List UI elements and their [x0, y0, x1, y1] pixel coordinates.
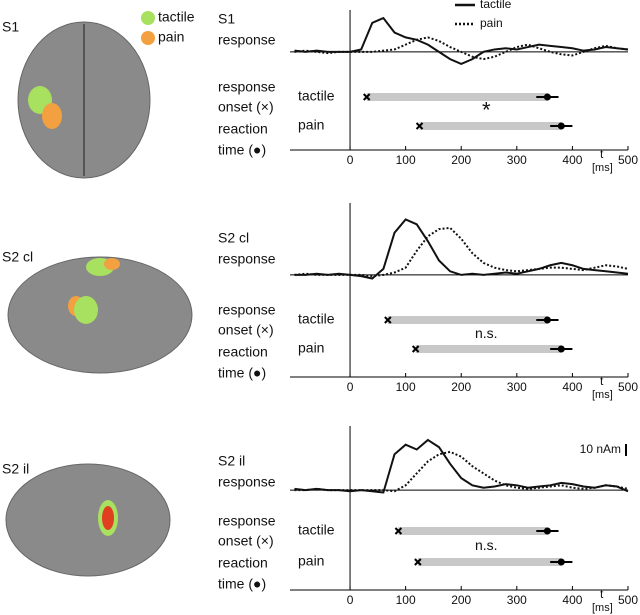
panel-title: response	[218, 251, 276, 267]
onset-rt-bar	[398, 527, 548, 535]
legend-swatch	[141, 31, 155, 45]
brain-label: S2 il	[2, 461, 29, 477]
trace	[294, 36, 629, 61]
onset-rt-bar	[366, 93, 548, 101]
onset-rt-bar	[415, 345, 562, 353]
rt-label: time (●)	[218, 142, 266, 158]
condition-label: pain	[298, 553, 324, 569]
panel-title: S2 il	[218, 453, 245, 469]
rt-label: reaction	[218, 121, 268, 137]
onset-cross	[394, 527, 403, 535]
x-tick-label: 300	[507, 153, 527, 167]
x-tick-label: 100	[396, 153, 416, 167]
onset-cross	[384, 316, 392, 324]
rt-label: reaction	[218, 344, 268, 360]
x-tick-label: 400	[562, 153, 582, 167]
x-tick-label: 300	[507, 380, 527, 394]
onset-label: response	[218, 513, 276, 529]
condition-label: tactile	[298, 311, 335, 327]
brain-top	[17, 21, 151, 179]
x-label: t	[600, 147, 604, 161]
x-unit: [ms]	[592, 602, 613, 614]
condition-label: tactile	[298, 522, 335, 538]
onset-label: response	[218, 79, 276, 95]
onset-cross	[414, 558, 422, 566]
brain-side-il	[5, 463, 171, 577]
onset-label: onset (×)	[218, 533, 274, 549]
trace	[294, 226, 629, 278]
x-tick-label: 500	[618, 593, 638, 607]
brain-side-cl	[7, 256, 193, 374]
x-tick-label: 0	[347, 593, 354, 607]
x-tick-label: 300	[507, 593, 527, 607]
trace	[294, 438, 629, 494]
x-unit: [ms]	[592, 389, 613, 401]
legend-label: tactile	[480, 0, 512, 11]
significance: n.s.	[475, 537, 498, 553]
brain-label: S2 cl	[2, 249, 33, 265]
x-tick-label: 500	[618, 153, 638, 167]
panel-title: S1	[218, 11, 235, 27]
panel-title: response	[218, 32, 276, 48]
trace	[294, 16, 629, 66]
rt-dot	[543, 316, 551, 324]
rt-dot	[557, 122, 565, 130]
rt-dot	[557, 345, 565, 353]
trace	[294, 218, 629, 280]
onset-cross	[415, 122, 424, 130]
onset-label: onset (×)	[218, 99, 274, 115]
x-unit: [ms]	[592, 162, 613, 174]
rt-label: time (●)	[218, 576, 266, 592]
rt-dot	[543, 93, 551, 101]
rt-dot	[557, 558, 565, 566]
condition-label: tactile	[298, 88, 335, 104]
onset-cross	[411, 345, 420, 353]
condition-label: pain	[298, 117, 324, 133]
x-tick-label: 200	[451, 593, 471, 607]
onset-cross	[363, 93, 371, 101]
x-tick-label: 0	[347, 380, 354, 394]
rt-label: reaction	[218, 555, 268, 571]
x-label: t	[600, 587, 604, 601]
onset-rt-bar	[387, 316, 548, 324]
legend-swatch	[141, 11, 155, 25]
rt-dot	[543, 527, 551, 535]
panel-title: S2 cl	[218, 230, 249, 246]
significance: n.s.	[475, 325, 498, 341]
onset-label: response	[218, 302, 276, 318]
rt-label: time (●)	[218, 365, 266, 381]
x-tick-label: 200	[451, 153, 471, 167]
x-tick-label: 200	[451, 380, 471, 394]
significance: *	[482, 97, 491, 122]
x-tick-label: 400	[562, 593, 582, 607]
brain-label: S1	[2, 19, 19, 35]
legend-label: pain	[158, 29, 184, 45]
legend-label: tactile	[158, 9, 195, 25]
x-label: t	[600, 374, 604, 388]
x-tick-label: 100	[396, 593, 416, 607]
x-tick-label: 500	[618, 380, 638, 394]
panel-title: response	[218, 474, 276, 490]
onset-rt-bar	[419, 122, 562, 130]
onset-rt-bar	[417, 558, 562, 566]
onset-label: onset (×)	[218, 322, 274, 338]
condition-label: pain	[298, 340, 324, 356]
scale-bar-label: 10 nAm	[580, 442, 621, 456]
x-tick-label: 400	[562, 380, 582, 394]
x-tick-label: 0	[347, 153, 354, 167]
x-tick-label: 100	[396, 380, 416, 394]
legend-label: pain	[480, 16, 503, 30]
